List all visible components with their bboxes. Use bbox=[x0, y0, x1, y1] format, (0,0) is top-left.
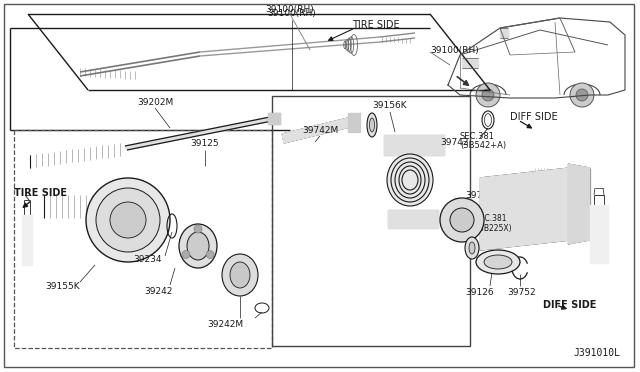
Text: 39234: 39234 bbox=[134, 255, 163, 264]
Ellipse shape bbox=[222, 254, 258, 296]
Ellipse shape bbox=[230, 262, 250, 288]
Polygon shape bbox=[348, 113, 360, 132]
Polygon shape bbox=[462, 58, 478, 68]
Ellipse shape bbox=[387, 154, 433, 206]
Circle shape bbox=[96, 188, 160, 252]
Text: 39156K: 39156K bbox=[372, 101, 407, 110]
Polygon shape bbox=[384, 135, 444, 155]
Circle shape bbox=[86, 178, 170, 262]
Text: 39242M: 39242M bbox=[207, 320, 243, 329]
Bar bbox=[14, 130, 272, 348]
Text: TIRE SIDE: TIRE SIDE bbox=[352, 20, 399, 30]
Text: SEC.381: SEC.381 bbox=[476, 214, 508, 222]
Ellipse shape bbox=[367, 113, 377, 137]
Polygon shape bbox=[388, 210, 438, 228]
Text: 39126: 39126 bbox=[466, 288, 494, 297]
Text: 39202M: 39202M bbox=[137, 98, 173, 107]
Text: SEC.381: SEC.381 bbox=[460, 132, 495, 141]
Circle shape bbox=[206, 250, 214, 259]
Text: 39100(RH): 39100(RH) bbox=[268, 9, 316, 18]
Circle shape bbox=[440, 198, 484, 242]
Circle shape bbox=[482, 89, 494, 101]
Polygon shape bbox=[500, 28, 508, 38]
Text: (3B225X): (3B225X) bbox=[476, 224, 511, 232]
Ellipse shape bbox=[484, 255, 512, 269]
Text: 39742: 39742 bbox=[440, 138, 468, 147]
Text: (3B542+A): (3B542+A) bbox=[460, 141, 506, 150]
Ellipse shape bbox=[469, 242, 475, 254]
Text: J391010L: J391010L bbox=[573, 348, 620, 358]
Text: 39125: 39125 bbox=[191, 139, 220, 148]
Text: 39242: 39242 bbox=[144, 287, 172, 296]
Polygon shape bbox=[590, 205, 608, 263]
Circle shape bbox=[110, 202, 146, 238]
Text: 39752: 39752 bbox=[508, 288, 536, 297]
Polygon shape bbox=[268, 113, 280, 124]
Polygon shape bbox=[480, 168, 570, 250]
Ellipse shape bbox=[369, 118, 374, 132]
Text: 39155K: 39155K bbox=[45, 282, 79, 291]
Text: TIRE SIDE: TIRE SIDE bbox=[14, 188, 67, 198]
Polygon shape bbox=[568, 164, 590, 244]
Text: DIFF SIDE: DIFF SIDE bbox=[543, 300, 596, 310]
Text: 39734: 39734 bbox=[465, 191, 493, 200]
Text: 39100(RH): 39100(RH) bbox=[430, 45, 479, 55]
Text: DIFF SIDE: DIFF SIDE bbox=[510, 112, 557, 122]
Polygon shape bbox=[125, 117, 272, 150]
Ellipse shape bbox=[476, 250, 520, 274]
Circle shape bbox=[576, 89, 588, 101]
Bar bbox=[272, 96, 470, 346]
Ellipse shape bbox=[179, 224, 217, 268]
Circle shape bbox=[570, 83, 594, 107]
Text: 39100(RH): 39100(RH) bbox=[266, 5, 314, 14]
Circle shape bbox=[182, 250, 190, 259]
Ellipse shape bbox=[187, 232, 209, 260]
Text: 39742M: 39742M bbox=[302, 126, 338, 135]
Circle shape bbox=[476, 83, 500, 107]
Circle shape bbox=[194, 225, 202, 233]
Circle shape bbox=[450, 208, 474, 232]
Ellipse shape bbox=[465, 237, 479, 259]
Polygon shape bbox=[454, 198, 470, 208]
Polygon shape bbox=[282, 118, 350, 143]
Polygon shape bbox=[22, 215, 32, 265]
